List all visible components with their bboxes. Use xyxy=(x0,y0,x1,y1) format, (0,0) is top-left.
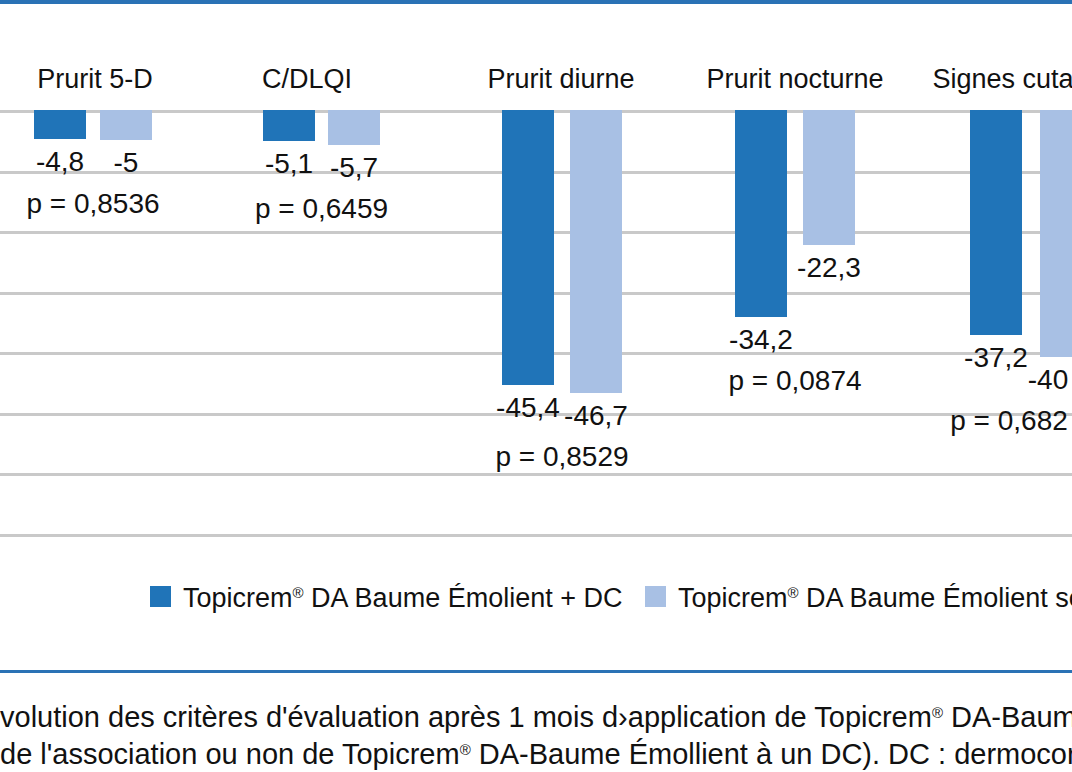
bar-light-series xyxy=(803,110,855,245)
gridline xyxy=(0,473,1072,476)
p-value-label: p = 0,6459 xyxy=(202,193,442,225)
value-label: -34,2 xyxy=(661,324,861,356)
registered-trademark-symbol: ® xyxy=(460,741,471,758)
value-label: -46,7 xyxy=(496,400,696,432)
bar-light-series xyxy=(570,110,622,393)
category-label: Signes cuta xyxy=(803,64,1072,95)
bar-light-series xyxy=(1040,110,1072,357)
registered-trademark-symbol: ® xyxy=(788,584,799,601)
bar-dark-series xyxy=(735,110,787,317)
bar-dark-series xyxy=(263,110,315,141)
value-label: -22,3 xyxy=(729,252,929,284)
top-border-line xyxy=(0,0,1072,4)
bar-light-series xyxy=(100,110,152,140)
figure-canvas: Prurit 5-D-4,8-5p = 0,8536C/DLQI-5,1-5,7… xyxy=(0,0,1072,772)
figure-caption: volution des critères d'évaluation après… xyxy=(0,699,1072,772)
value-label: -40 xyxy=(948,364,1072,396)
p-value-label: p = 0,682 xyxy=(889,405,1072,437)
caption-divider-line xyxy=(0,670,1072,673)
bar-light-series xyxy=(328,110,380,145)
registered-trademark-symbol: ® xyxy=(293,584,304,601)
legend-color-swatch xyxy=(150,586,171,607)
legend-color-swatch xyxy=(645,586,666,607)
p-value-label: p = 0,0874 xyxy=(675,365,915,397)
chart-legend: Topicrem® DA Baume Émolient + DC Topicrem… xyxy=(0,583,1072,613)
value-label: -5,7 xyxy=(254,152,454,184)
p-value-label: p = 0,8529 xyxy=(442,441,682,473)
caption-line: volution des critères d'évaluation après… xyxy=(0,699,1072,736)
gridline xyxy=(0,534,1072,537)
p-value-label: p = 0,8536 xyxy=(0,188,213,220)
caption-line: de l'association ou non de Topicrem® DA-… xyxy=(0,736,1072,772)
bar-dark-series xyxy=(34,110,86,139)
bar-dark-series xyxy=(502,110,554,385)
registered-trademark-symbol: ® xyxy=(932,704,943,721)
bar-dark-series xyxy=(970,110,1022,335)
legend-label: Topicrem® DA Baume Émolient se xyxy=(678,583,1072,614)
legend-label: Topicrem® DA Baume Émolient + DC xyxy=(183,583,622,614)
